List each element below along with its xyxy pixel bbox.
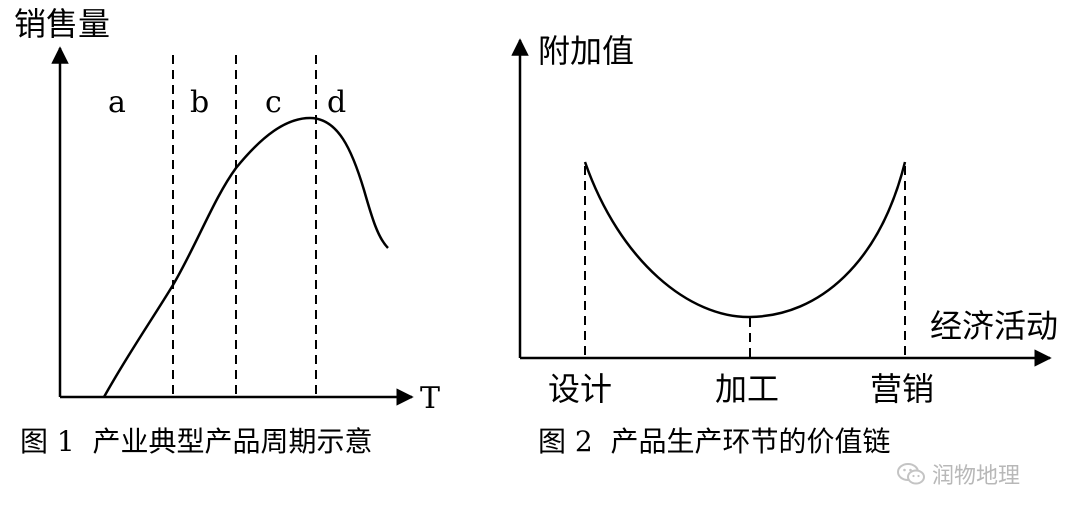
figure1-caption: 图 1 产业典型产品周期示意: [20, 425, 373, 458]
figure1-product-cycle: 销售量 T a b c d 图 1 产业典型产品周期示意: [14, 5, 440, 458]
figure2-value-curve: [583, 161, 907, 319]
figure2-stage-processing: 加工: [715, 370, 779, 408]
figure1-stage-a: a: [108, 85, 126, 120]
figure2-stage-design: 设计: [548, 370, 612, 408]
figure2-caption: 图 2 产品生产环节的价值链: [538, 425, 891, 458]
figure1-stage-c: c: [265, 85, 282, 120]
figure2-x-axis-label: 经济活动: [930, 307, 1058, 345]
figure1-y-axis-label: 销售量: [14, 5, 110, 43]
wechat-icon: [897, 463, 925, 485]
watermark-text: 润物地理: [932, 464, 1021, 489]
figure2-stage-marketing: 营销: [870, 370, 934, 408]
figure2-value-chain: 附加值 经济活动 设计 加工 营销 图 2 产品生产环节的价值链: [511, 32, 1058, 458]
watermark: 润物地理: [896, 458, 1020, 490]
figure1-stage-b: b: [190, 85, 209, 120]
figure1-x-axis-label: T: [420, 381, 440, 416]
figure2-y-axis-label: 附加值: [538, 32, 634, 70]
figure1-stage-d: d: [327, 85, 346, 120]
figure1-sales-curve: [102, 116, 389, 398]
